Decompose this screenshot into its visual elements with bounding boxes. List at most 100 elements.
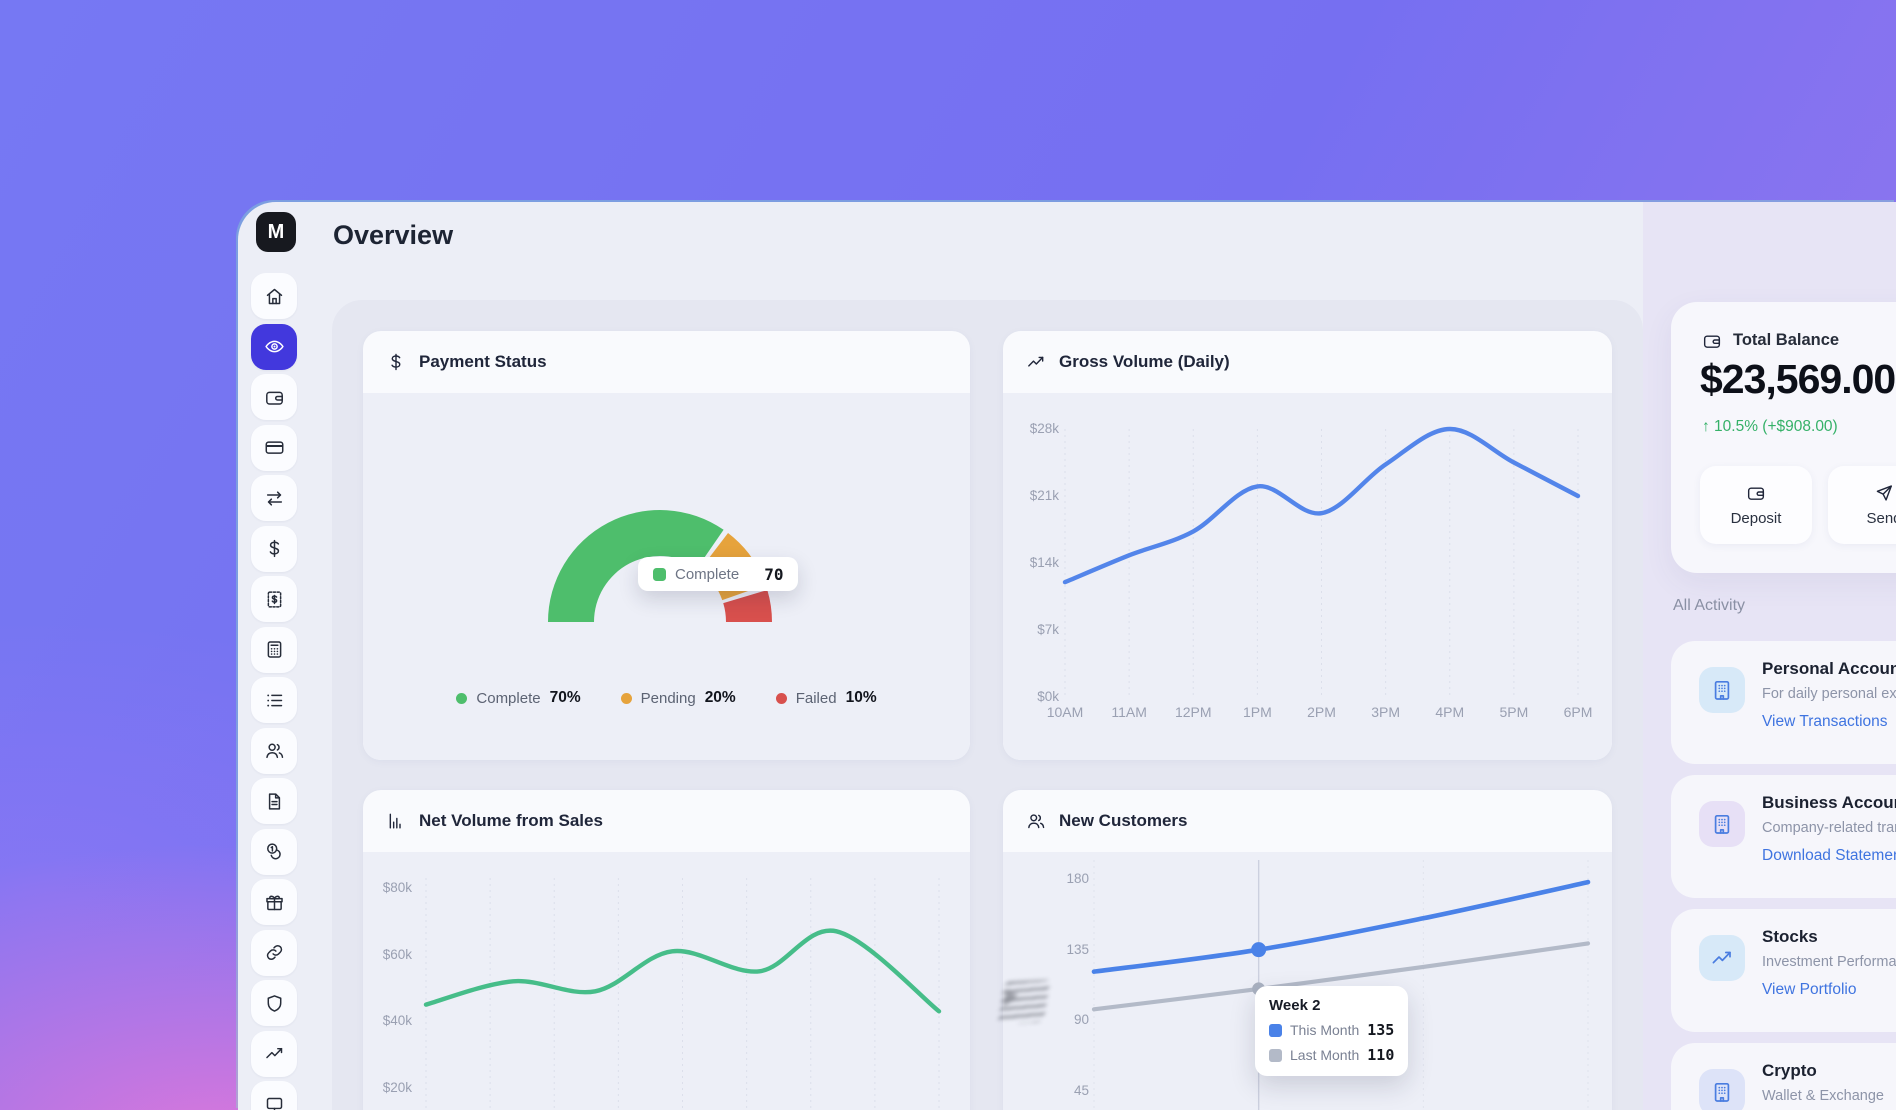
activity-title: Stocks — [1762, 927, 1818, 946]
new-customers-chart: Week 2 This Month 135 Last Month 110 180… — [1003, 852, 1612, 1110]
page-title: Overview — [333, 220, 454, 250]
sidebar-item-coins[interactable] — [251, 828, 297, 875]
sidebar-item-calculator[interactable] — [251, 626, 297, 673]
wallet-icon — [1746, 483, 1766, 503]
x-axis-tick: 5PM — [1499, 704, 1529, 720]
sidebar-item-wallet[interactable] — [251, 374, 297, 420]
total-balance-card: Total Balance $23,569.00 ↑ 10.5% (+$908.… — [1671, 302, 1896, 573]
x-axis-tick: 6PM — [1563, 704, 1593, 720]
balance-header: Total Balance — [1702, 330, 1839, 350]
net-volume-plot — [423, 878, 942, 1110]
all-activity-heading: All Activity — [1673, 597, 1746, 614]
tooltip-label: Complete — [675, 565, 740, 583]
tooltip-row: Last Month 110 — [1269, 1046, 1394, 1064]
net-volume-chart: $80k $60k $40k $20k — [363, 852, 970, 1110]
net-volume-card: Net Volume from Sales $80k $60k $40k $20k — [363, 790, 970, 1110]
trending-up-icon — [1699, 935, 1745, 981]
activity-title: Personal Account — [1762, 659, 1896, 678]
dollar-icon — [264, 538, 285, 559]
app-logo: M — [256, 212, 296, 252]
card-title: Payment Status — [419, 352, 547, 371]
sidebar-item-document[interactable] — [251, 778, 297, 824]
y-axis-tick: $28k — [1029, 421, 1059, 436]
sidebar-item-link[interactable] — [251, 929, 297, 976]
sidebar-item-shield[interactable] — [251, 980, 297, 1026]
activity-item: Stocks Investment Performance View Portfol… — [1671, 909, 1896, 1032]
eye-icon — [264, 336, 285, 357]
invoice-icon — [264, 589, 285, 610]
payment-gauge-area: Complete 70 Complete 70% Pending 20% Fai… — [363, 393, 970, 760]
sidebar-item-credit-card[interactable] — [251, 424, 297, 471]
x-axis-tick: 11AM — [1111, 704, 1147, 720]
sidebar-item-trending-up[interactable] — [251, 1030, 297, 1077]
x-axis-tick: 10AM — [1046, 704, 1084, 720]
activity-item: Personal Account For daily personal expen… — [1671, 641, 1896, 764]
payment-status-card: Payment Status Complete 70 Complete 70% … — [363, 331, 970, 760]
y-axis-tick: 45 — [1073, 1083, 1089, 1098]
series-swatch — [1269, 1023, 1282, 1037]
building-icon — [1699, 667, 1745, 713]
credit-card-icon — [264, 437, 285, 458]
list-icon — [264, 690, 285, 711]
sidebar-item-users[interactable] — [251, 727, 297, 774]
activity-subtitle: For daily personal expenses — [1762, 686, 1896, 702]
activity-item: Crypto Wallet & Exchange — [1671, 1043, 1896, 1110]
shield-icon — [264, 993, 285, 1014]
dollar-icon — [386, 352, 406, 372]
sidebar-item-list[interactable] — [251, 677, 297, 723]
sidebar-item-dollar[interactable] — [251, 525, 297, 572]
card-title: Gross Volume (Daily) — [1059, 352, 1230, 371]
gross-volume-plot — [1062, 426, 1581, 697]
series-swatch — [1269, 1048, 1282, 1062]
y-axis-tick: $20k — [382, 1080, 412, 1095]
y-axis-tick: $7k — [1037, 622, 1059, 637]
activity-link[interactable]: View Transactions — [1762, 713, 1888, 730]
coins-icon — [264, 841, 285, 862]
balance-label: Total Balance — [1733, 330, 1840, 349]
send-icon — [1874, 483, 1894, 503]
sidebar-item-invoice[interactable] — [251, 576, 297, 622]
card-header: Gross Volume (Daily) — [1003, 331, 1612, 393]
chart-tooltip: Week 2 This Month 135 Last Month 110 — [1255, 986, 1409, 1076]
sidebar-item-gift[interactable] — [251, 879, 297, 925]
tooltip-title: Week 2 — [1269, 997, 1321, 1014]
y-axis-tick: $0k — [1037, 689, 1059, 704]
legend-item: Complete 70% — [456, 689, 581, 707]
activity-link[interactable]: View Portfolio — [1762, 981, 1857, 998]
building-icon — [1699, 801, 1745, 847]
trending-up-icon — [264, 1043, 285, 1064]
send-button[interactable]: Send — [1828, 466, 1896, 544]
balance-amount: $23,569.00 — [1700, 356, 1896, 402]
sidebar-item-transfers[interactable] — [251, 475, 297, 521]
y-axis-tick: $40k — [382, 1013, 412, 1029]
card-header: New Customers — [1003, 790, 1612, 852]
activity-title: Business Account — [1762, 793, 1896, 812]
transfers-icon — [264, 488, 285, 509]
sidebar-item-monitor[interactable] — [251, 1081, 297, 1110]
trending-up-icon — [1026, 352, 1046, 372]
tooltip-row: This Month 135 — [1269, 1021, 1394, 1039]
legend-item: Pending 20% — [620, 689, 736, 707]
monitor-icon — [264, 1094, 285, 1110]
gross-volume-card: Gross Volume (Daily) $28k $21k $14k $7k $0k 1… — [1003, 331, 1612, 760]
link-icon — [264, 942, 285, 963]
building-icon — [1699, 1069, 1745, 1110]
balance-actions: Deposit Send — [1700, 466, 1896, 544]
x-axis-tick: 2PM — [1307, 704, 1336, 720]
x-axis-tick: 12PM — [1174, 704, 1212, 720]
sidebar-item-eye[interactable] — [251, 323, 297, 370]
gauge-tooltip: Complete 70 — [638, 557, 799, 591]
legend-swatch — [653, 567, 666, 581]
card-title: New Customers — [1059, 811, 1188, 830]
sidebar-item-home[interactable] — [251, 273, 297, 319]
activity-link[interactable]: Download Statement — [1762, 847, 1896, 864]
balance-change: ↑ 10.5% (+$908.00) — [1702, 418, 1838, 435]
users-icon — [264, 740, 285, 761]
deposit-button[interactable]: Deposit — [1700, 466, 1812, 544]
home-icon — [264, 286, 285, 307]
wallet-icon — [264, 387, 285, 408]
y-axis-tick: 90 — [1073, 1012, 1089, 1028]
legend-dot — [620, 692, 632, 704]
activity-subtitle: Investment Performance — [1762, 954, 1896, 970]
